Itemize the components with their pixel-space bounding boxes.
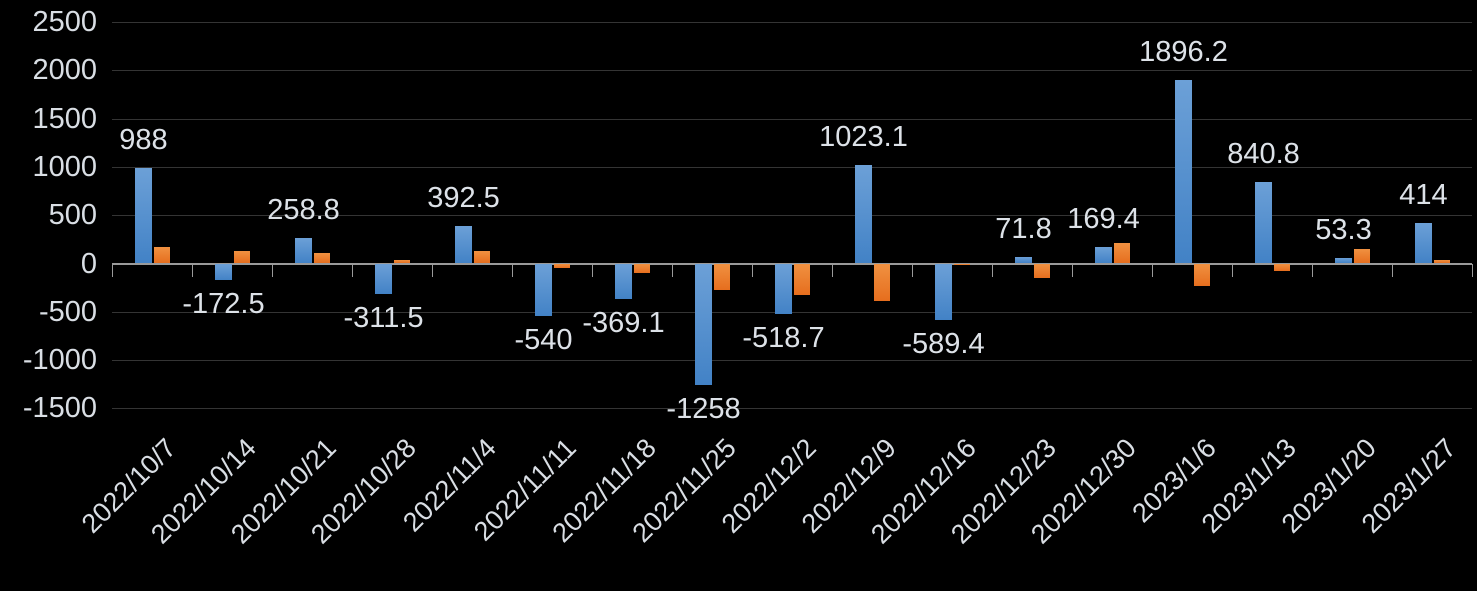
bar-blue[interactable] [455, 225, 472, 264]
axis-tick [1312, 263, 1313, 277]
axis-tick [752, 263, 753, 277]
data-label: 840.8 [1227, 138, 1300, 171]
bar-orange[interactable] [314, 253, 330, 264]
gridline [112, 166, 1472, 168]
axis-tick [1392, 263, 1393, 277]
axis-tick [1152, 263, 1153, 277]
bar-blue[interactable] [1175, 80, 1192, 264]
axis-tick [352, 263, 353, 277]
bar-blue[interactable] [135, 168, 152, 264]
bar-orange[interactable] [954, 263, 970, 266]
axis-tick [112, 263, 113, 277]
data-label: -369.1 [582, 307, 665, 340]
bar-blue[interactable] [375, 263, 392, 294]
axis-tick [432, 263, 433, 277]
bar-orange[interactable] [234, 250, 250, 264]
gridline [112, 21, 1472, 23]
data-label: -311.5 [343, 301, 424, 334]
bar-blue[interactable] [615, 263, 632, 300]
gridline [112, 360, 1472, 362]
bar-blue[interactable] [775, 263, 792, 314]
data-label: 1896.2 [1139, 36, 1228, 69]
y-tick-label: 1000 [32, 150, 97, 183]
data-label: -1258 [666, 393, 741, 426]
bar-blue[interactable] [215, 263, 232, 281]
y-tick-label: 1500 [32, 102, 97, 135]
y-tick-label: -500 [38, 295, 97, 328]
axis-tick [992, 263, 993, 277]
bar-blue[interactable] [1255, 182, 1272, 264]
axis-tick [1072, 263, 1073, 277]
y-tick-label: 0 [80, 247, 97, 280]
data-label: 414 [1399, 179, 1448, 212]
bar-orange[interactable] [1434, 259, 1450, 264]
axis-tick [672, 263, 673, 277]
x-tick-label: 2022/10/7 [75, 432, 182, 539]
data-label: 258.8 [267, 194, 340, 227]
bar-orange[interactable] [794, 263, 810, 296]
y-tick-label: 2000 [32, 54, 97, 87]
axis-tick [512, 263, 513, 277]
data-label: -540 [514, 323, 573, 356]
y-tick-label: -1000 [22, 344, 97, 377]
bar-blue[interactable] [295, 238, 312, 264]
data-label: 1023.1 [819, 120, 908, 153]
data-label: -518.7 [742, 321, 825, 354]
gridline [112, 215, 1472, 217]
y-tick-label: 2500 [32, 5, 97, 38]
axis-tick [272, 263, 273, 277]
gridline [112, 408, 1472, 410]
axis-tick [1472, 263, 1473, 277]
bar-blue[interactable] [535, 263, 552, 316]
bar-orange[interactable] [1034, 263, 1050, 278]
bar-orange[interactable] [394, 259, 410, 264]
bar-orange[interactable] [1114, 242, 1130, 264]
y-tick-label: -1500 [22, 392, 97, 425]
data-label: 53.3 [1315, 214, 1372, 247]
y-tick-label: 500 [48, 199, 97, 232]
bar-blue[interactable] [1095, 247, 1112, 264]
axis-tick [1232, 263, 1233, 277]
bar-orange[interactable] [474, 250, 490, 264]
bar-blue[interactable] [1415, 223, 1432, 264]
bar-orange[interactable] [1194, 263, 1210, 287]
gridline [112, 70, 1472, 72]
data-label: 169.4 [1067, 203, 1140, 236]
data-label: 392.5 [427, 181, 500, 214]
bar-orange[interactable] [154, 246, 170, 264]
x-axis-line [112, 262, 1472, 265]
bar-orange[interactable] [1274, 263, 1290, 271]
axis-tick [912, 263, 913, 277]
axis-tick [832, 263, 833, 277]
axis-tick [592, 263, 593, 277]
gridline [112, 118, 1472, 120]
gridline [112, 311, 1472, 313]
bar-blue[interactable] [855, 164, 872, 264]
axis-tick [192, 263, 193, 277]
data-label: -172.5 [182, 288, 265, 321]
bar-blue[interactable] [1335, 258, 1352, 264]
bar-blue[interactable] [695, 263, 712, 386]
data-label: 71.8 [995, 212, 1052, 245]
bar-blue[interactable] [1015, 256, 1032, 264]
data-label: -589.4 [902, 328, 985, 361]
bar-orange[interactable] [554, 263, 570, 269]
bar-blue[interactable] [935, 263, 952, 321]
bar-orange[interactable] [874, 263, 890, 302]
bar-orange[interactable] [714, 263, 730, 291]
data-label: 988 [119, 124, 168, 157]
bar-orange[interactable] [1354, 249, 1370, 264]
bar-orange[interactable] [634, 263, 650, 274]
